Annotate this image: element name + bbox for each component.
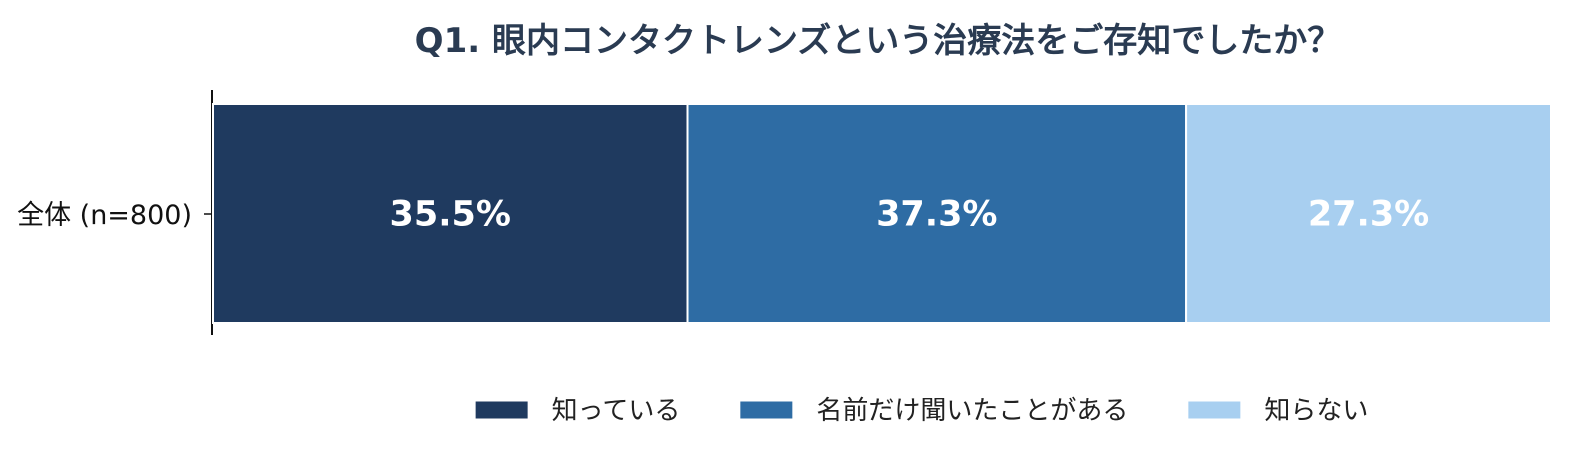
- bar-segment-1: [212, 103, 689, 324]
- legend-label-1: 知っている: [552, 396, 681, 426]
- bar-segment-2: [686, 103, 1188, 324]
- bar-group: 35.5% 37.3% 27.3%: [212, 103, 1553, 324]
- data-label-1: 35.5%: [390, 195, 511, 235]
- legend-swatch-2: [740, 401, 793, 419]
- legend-label-2: 名前だけ聞いたことがある: [816, 396, 1128, 426]
- plot-area: 全体 (n=800) 35.5% 37.3% 27.3%: [17, 90, 1553, 335]
- chart-title: Q1. 眼内コンタクトレンズという治療法をご存知でしたか？: [415, 21, 1342, 61]
- bar-segment-3: [1185, 103, 1553, 324]
- legend-swatch-1: [475, 401, 528, 419]
- legend-label-3: 知らない: [1264, 396, 1368, 426]
- legend: 知っている 名前だけ聞いたことがある 知らない: [475, 396, 1368, 426]
- legend-swatch-3: [1188, 401, 1241, 419]
- data-label-3: 27.3%: [1308, 195, 1429, 235]
- category-label: 全体 (n=800): [17, 200, 192, 231]
- data-label-2: 37.3%: [876, 195, 997, 235]
